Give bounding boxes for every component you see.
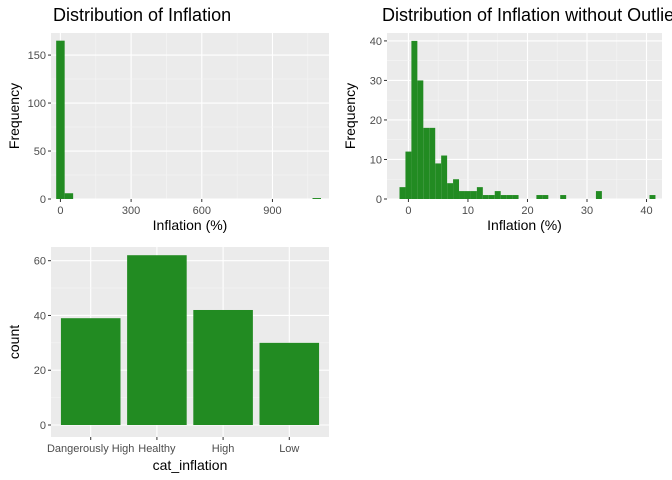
bar <box>193 309 253 425</box>
histogram-bar <box>595 191 602 199</box>
y-axis-label: Frequency <box>6 83 22 149</box>
histogram-bar <box>494 191 501 199</box>
y-tick-label: 20 <box>34 365 46 377</box>
x-axis-label: Inflation (%) <box>487 217 562 233</box>
x-tick-label: High <box>212 443 235 455</box>
bar <box>259 342 320 425</box>
chart-title: Distribution of Inflation <box>53 5 231 25</box>
histogram-bar <box>411 40 418 200</box>
y-tick-label: 50 <box>34 146 46 158</box>
histogram-bar <box>399 187 406 199</box>
histogram-bar <box>536 195 543 199</box>
histogram-bar <box>459 191 465 199</box>
y-tick-label: 10 <box>370 154 382 166</box>
histogram-bar <box>405 151 412 199</box>
histogram-bar <box>542 195 549 199</box>
histogram-bar <box>488 195 495 199</box>
y-tick-label: 0 <box>40 194 46 206</box>
y-tick-label: 100 <box>28 98 46 110</box>
histogram-bar <box>417 80 424 199</box>
histogram-bar <box>470 191 477 199</box>
histogram-bar <box>649 195 656 199</box>
y-axis-label: count <box>6 325 22 359</box>
y-tick-label: 20 <box>370 115 382 127</box>
histogram-bar <box>441 155 448 199</box>
histogram-bar <box>512 195 519 199</box>
histogram-bar <box>447 183 454 199</box>
histogram-bar <box>482 195 489 199</box>
x-tick-label: 20 <box>521 205 533 217</box>
chart-title: Distribution of Inflation without Outlie… <box>382 5 672 25</box>
histogram-bar <box>64 193 74 199</box>
histogram-bar <box>506 195 513 199</box>
x-tick-label: 30 <box>581 205 593 217</box>
y-tick-label: 0 <box>40 420 46 432</box>
y-tick-label: 0 <box>376 194 382 206</box>
histogram-bar <box>435 163 442 199</box>
y-axis-label: Frequency <box>342 83 358 149</box>
histogram-bar <box>476 187 483 199</box>
x-axis-label: cat_inflation <box>153 457 228 473</box>
bar <box>60 318 121 425</box>
x-tick-label: 600 <box>193 205 211 217</box>
histogram-bar <box>464 191 471 199</box>
x-tick-label: 0 <box>405 205 411 217</box>
histogram-bar <box>56 40 65 199</box>
chart-panel-3: 0 20 40 60 Dangerously High Healthy High Low cat… <box>6 247 329 473</box>
x-tick-label: 10 <box>462 205 474 217</box>
bar <box>127 255 187 425</box>
x-axis-label: Inflation (%) <box>153 217 228 233</box>
y-tick-label: 150 <box>28 50 46 62</box>
histogram-bar <box>312 198 321 199</box>
y-tick-label: 40 <box>370 36 382 48</box>
x-tick-label: Dangerously High <box>47 443 134 455</box>
histogram-bar <box>500 195 507 199</box>
x-tick-label: Healthy <box>138 443 176 455</box>
y-tick-label: 40 <box>34 310 46 322</box>
x-tick-label: 900 <box>263 205 281 217</box>
y-tick-label: 60 <box>34 256 46 268</box>
histogram-bar <box>429 127 436 199</box>
x-tick-label: 0 <box>57 205 63 217</box>
histogram-bar <box>560 195 567 199</box>
y-tick-label: 30 <box>370 75 382 87</box>
histogram-bar <box>453 179 460 199</box>
chart-panel-1: 0 50 100 150 0 300 600 900 Distribution of Infla… <box>6 5 329 233</box>
x-tick-label: Low <box>279 443 299 455</box>
plot-background <box>51 33 329 199</box>
histogram-bar <box>423 127 430 199</box>
x-tick-label: 300 <box>122 205 140 217</box>
x-tick-label: 40 <box>640 205 652 217</box>
